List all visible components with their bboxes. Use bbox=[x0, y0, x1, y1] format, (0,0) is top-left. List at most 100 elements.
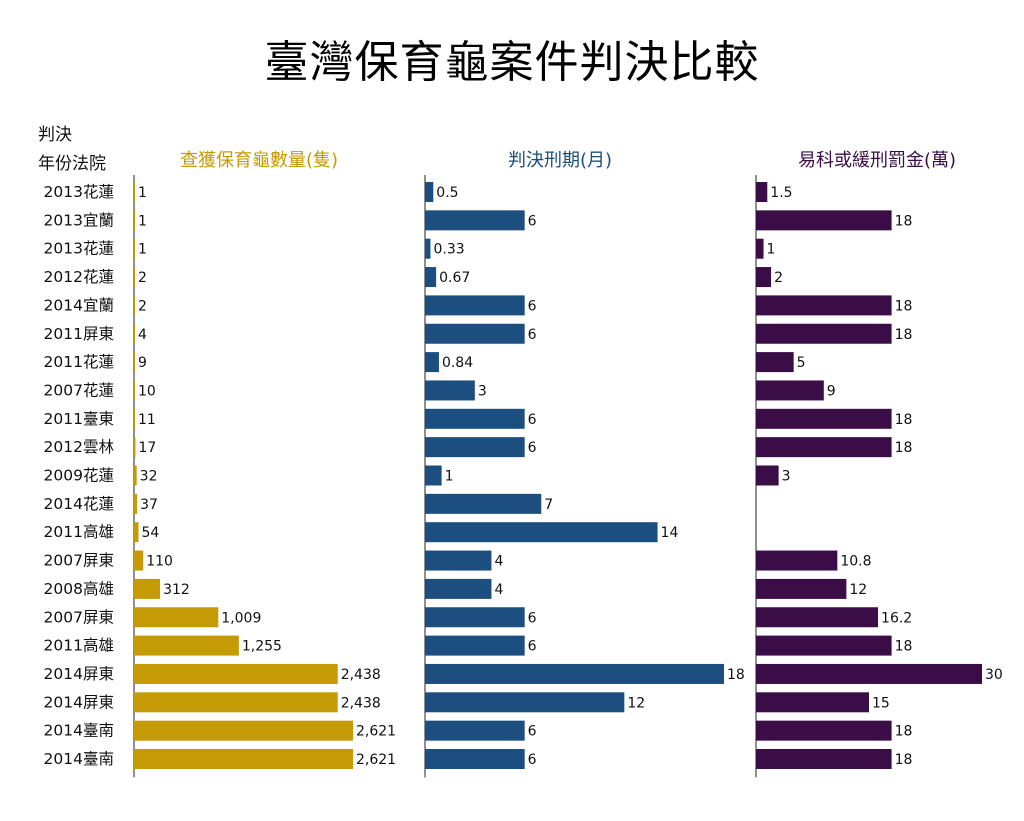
data-label: 1 bbox=[138, 242, 147, 258]
data-label: 0.67 bbox=[439, 270, 470, 286]
data-label: 9 bbox=[138, 355, 147, 371]
bar bbox=[756, 295, 892, 316]
data-label: 6 bbox=[528, 610, 537, 626]
category-label: 2012雲林 bbox=[44, 438, 115, 456]
bar bbox=[756, 720, 892, 741]
category-label: 2012花蓮 bbox=[44, 268, 114, 286]
category-label: 2011高雄 bbox=[44, 523, 114, 541]
bar bbox=[134, 380, 135, 401]
bar bbox=[134, 663, 338, 684]
data-label: 6 bbox=[528, 639, 537, 655]
data-label: 2,438 bbox=[341, 667, 381, 683]
category-label: 2013宜蘭 bbox=[44, 211, 114, 229]
bar bbox=[425, 550, 492, 571]
data-label: 18 bbox=[895, 412, 913, 428]
category-label: 2013花蓮 bbox=[44, 183, 114, 201]
bar bbox=[134, 720, 353, 741]
bar bbox=[134, 465, 137, 486]
category-label: 2011高雄 bbox=[44, 637, 114, 655]
data-label: 37 bbox=[140, 497, 158, 513]
bar bbox=[425, 210, 525, 231]
bar bbox=[756, 267, 772, 288]
bar bbox=[134, 635, 239, 656]
data-label: 4 bbox=[494, 554, 503, 570]
bar bbox=[756, 380, 824, 401]
data-label: 10 bbox=[138, 383, 156, 399]
data-label: 18 bbox=[895, 298, 913, 314]
chart-title: 臺灣保育龜案件判決比較 bbox=[264, 37, 760, 88]
bar bbox=[425, 749, 525, 769]
bar bbox=[134, 295, 135, 316]
bar bbox=[425, 323, 525, 344]
data-label: 2 bbox=[138, 270, 147, 286]
bar bbox=[134, 578, 161, 599]
data-label: 3 bbox=[782, 469, 791, 485]
bar bbox=[425, 635, 525, 656]
data-label: 6 bbox=[528, 724, 537, 740]
data-label: 1 bbox=[445, 469, 454, 485]
data-label: 10.8 bbox=[840, 554, 871, 570]
data-label: 17 bbox=[138, 440, 156, 456]
bar bbox=[756, 578, 847, 599]
data-label: 14 bbox=[661, 525, 679, 541]
bar bbox=[756, 238, 764, 259]
data-label: 4 bbox=[138, 327, 147, 343]
bar bbox=[425, 238, 431, 259]
bar bbox=[756, 692, 869, 713]
bar bbox=[756, 408, 892, 429]
data-label: 18 bbox=[895, 639, 913, 655]
bar bbox=[134, 352, 135, 373]
bar bbox=[425, 267, 437, 288]
bar bbox=[134, 182, 135, 202]
bar bbox=[425, 182, 434, 202]
data-label: 30 bbox=[985, 667, 1003, 683]
category-label: 2014屏東 bbox=[44, 665, 114, 683]
data-label: 2,438 bbox=[341, 695, 381, 711]
bar bbox=[134, 692, 338, 713]
bar bbox=[756, 635, 892, 656]
data-label: 1 bbox=[138, 185, 147, 201]
data-label: 11 bbox=[138, 412, 156, 428]
data-label: 2,621 bbox=[356, 724, 396, 740]
data-label: 6 bbox=[528, 213, 537, 229]
bar bbox=[134, 267, 135, 288]
data-label: 18 bbox=[727, 667, 745, 683]
data-label: 18 bbox=[895, 213, 913, 229]
bar bbox=[134, 522, 139, 543]
bar bbox=[425, 663, 724, 684]
data-label: 6 bbox=[528, 752, 537, 768]
category-label: 2011屏東 bbox=[44, 325, 114, 343]
row-header-line2: 年份法院 bbox=[38, 154, 106, 174]
data-label: 6 bbox=[528, 298, 537, 314]
bar bbox=[425, 522, 658, 543]
row-header-line1: 判決 bbox=[38, 125, 72, 145]
data-label: 18 bbox=[895, 327, 913, 343]
data-label: 2,621 bbox=[356, 752, 396, 768]
data-label: 0.84 bbox=[442, 355, 473, 371]
bar bbox=[425, 437, 525, 458]
bar bbox=[425, 692, 625, 713]
data-label: 7 bbox=[544, 497, 553, 513]
data-label: 1,009 bbox=[221, 610, 261, 626]
data-label: 18 bbox=[895, 724, 913, 740]
bar bbox=[134, 210, 135, 231]
data-label: 312 bbox=[163, 582, 190, 598]
bar bbox=[134, 749, 353, 769]
data-label: 0.33 bbox=[433, 242, 464, 258]
bar bbox=[425, 295, 525, 316]
category-label: 2014臺南 bbox=[44, 750, 114, 768]
bar bbox=[756, 437, 892, 458]
category-label: 2008高雄 bbox=[44, 580, 114, 598]
category-label: 2014花蓮 bbox=[44, 495, 114, 513]
data-label: 2 bbox=[774, 270, 783, 286]
bar bbox=[425, 465, 442, 486]
data-label: 1.5 bbox=[770, 185, 792, 201]
data-label: 6 bbox=[528, 412, 537, 428]
bar bbox=[425, 607, 525, 628]
data-label: 54 bbox=[142, 525, 160, 541]
data-label: 2 bbox=[138, 298, 147, 314]
category-label: 2009花蓮 bbox=[44, 467, 114, 485]
bar bbox=[756, 323, 892, 344]
panel-title-fine: 易科或緩刑罰金(萬) bbox=[797, 150, 957, 171]
